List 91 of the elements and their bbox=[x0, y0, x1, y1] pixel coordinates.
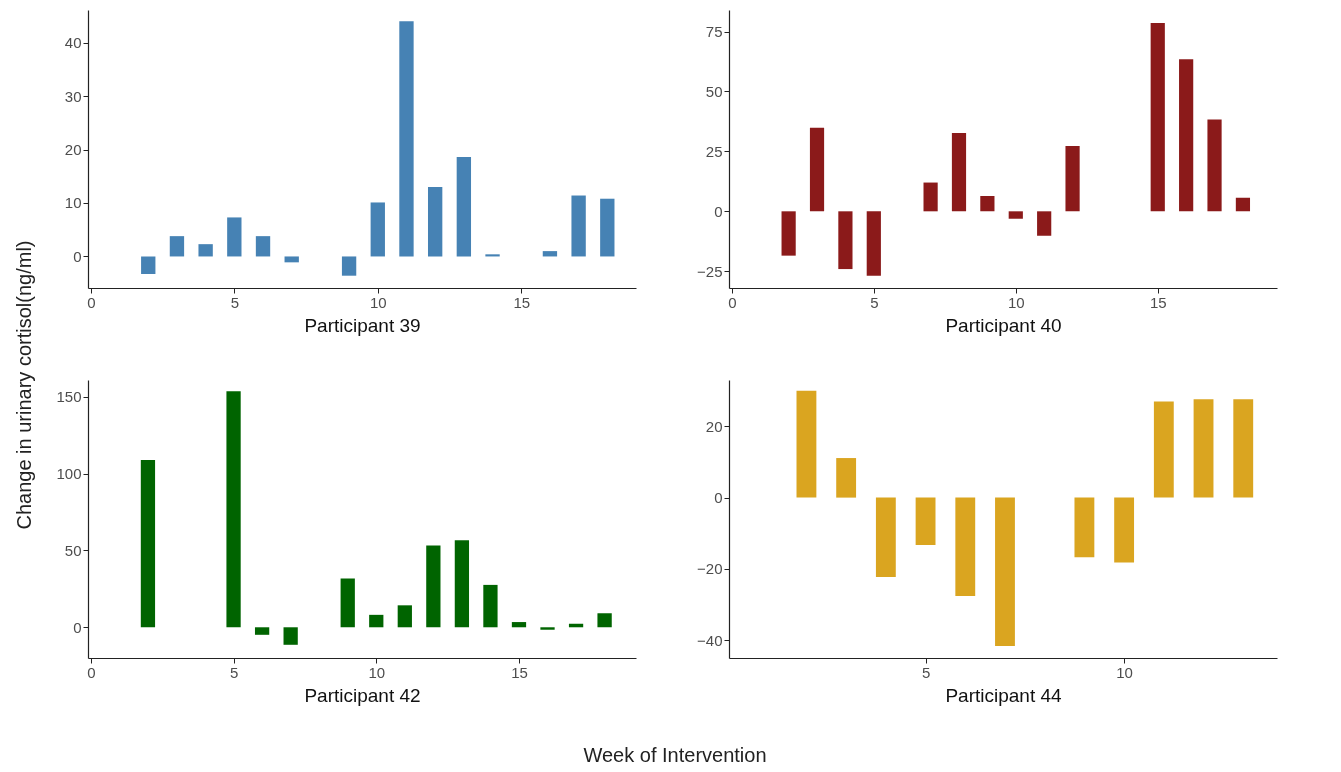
y-tick-label: 10 bbox=[64, 194, 82, 212]
x-tick-label: 0 bbox=[728, 293, 737, 311]
x-tick-label: 10 bbox=[368, 663, 386, 681]
bar bbox=[1037, 211, 1052, 236]
bar bbox=[169, 236, 185, 257]
bar bbox=[951, 132, 967, 212]
bar bbox=[283, 627, 298, 645]
y-tick-label: 25 bbox=[705, 142, 723, 160]
bar bbox=[483, 584, 498, 628]
bar bbox=[875, 497, 896, 578]
y-tick-label: 20 bbox=[64, 141, 82, 159]
y-tick-label: 20 bbox=[705, 417, 723, 435]
x-tick-label: 15 bbox=[513, 293, 531, 311]
bar bbox=[915, 497, 936, 546]
x-tick-label: 5 bbox=[230, 293, 239, 311]
y-tick-label: 50 bbox=[64, 541, 82, 559]
bar bbox=[980, 195, 995, 212]
bar bbox=[866, 211, 881, 276]
x-tick-label: 15 bbox=[511, 663, 528, 681]
bar bbox=[1114, 497, 1135, 563]
text: Week of Intervention bbox=[583, 743, 767, 767]
x-axis-title: Participant 39 bbox=[304, 314, 421, 336]
bar bbox=[255, 236, 271, 257]
y-tick-label: −40 bbox=[697, 631, 723, 649]
x-tick-label: 10 bbox=[1116, 663, 1133, 681]
bar bbox=[370, 202, 385, 257]
y-tick-label: 0 bbox=[714, 489, 723, 507]
x-axis-title: Participant 40 bbox=[945, 314, 1062, 336]
bar bbox=[540, 627, 555, 630]
bar bbox=[1008, 211, 1023, 219]
bar bbox=[838, 211, 853, 270]
x-axis-title: Participant 44 bbox=[945, 684, 1063, 706]
y-tick-label: 100 bbox=[56, 465, 82, 483]
bar bbox=[1074, 497, 1095, 558]
bar bbox=[198, 244, 213, 257]
bar bbox=[227, 217, 242, 257]
bar bbox=[340, 578, 355, 628]
bar bbox=[1235, 197, 1251, 212]
bar bbox=[781, 211, 796, 256]
y-tick-label: 50 bbox=[705, 82, 723, 100]
bar bbox=[226, 391, 241, 628]
x-tick-label: 0 bbox=[87, 293, 96, 311]
bar bbox=[140, 460, 156, 628]
bar bbox=[600, 198, 615, 257]
bar bbox=[597, 613, 612, 628]
y-tick-label: 40 bbox=[64, 34, 82, 52]
bar bbox=[995, 497, 1015, 646]
bar bbox=[836, 458, 857, 498]
x-tick-label: 10 bbox=[1007, 293, 1025, 311]
x-tick-label: 15 bbox=[1149, 293, 1167, 311]
y-tick-label: 30 bbox=[64, 87, 82, 105]
bar bbox=[1065, 146, 1080, 212]
bar bbox=[141, 256, 156, 275]
bar bbox=[542, 251, 558, 257]
bar bbox=[397, 605, 412, 628]
bar bbox=[1153, 401, 1174, 498]
bar bbox=[341, 256, 357, 276]
bar bbox=[426, 545, 441, 628]
y-tick-label: 0 bbox=[73, 247, 82, 265]
bar bbox=[1193, 399, 1214, 498]
bar bbox=[485, 254, 500, 257]
bar bbox=[923, 182, 938, 212]
bar bbox=[1207, 119, 1222, 212]
y-tick-label: 0 bbox=[73, 618, 82, 636]
y-tick-label: 150 bbox=[56, 388, 82, 406]
bar bbox=[399, 21, 414, 257]
bar bbox=[955, 497, 976, 596]
y-tick-label: −20 bbox=[697, 560, 723, 578]
bar bbox=[1233, 399, 1254, 498]
x-tick-label: 0 bbox=[87, 663, 96, 681]
y-tick-label: −25 bbox=[697, 262, 723, 280]
bar bbox=[571, 195, 586, 257]
bar bbox=[511, 622, 527, 628]
x-tick-label: 5 bbox=[870, 293, 879, 311]
bar bbox=[1179, 59, 1194, 212]
x-tick-label: 5 bbox=[921, 663, 931, 681]
bar bbox=[456, 157, 472, 257]
bar bbox=[427, 186, 443, 257]
bar bbox=[254, 627, 270, 635]
x-tick-label: 10 bbox=[369, 293, 387, 311]
y-tick-label: 75 bbox=[705, 23, 723, 41]
y-tick-label: 0 bbox=[714, 202, 723, 220]
bar bbox=[796, 390, 817, 498]
bar bbox=[809, 127, 825, 212]
bar bbox=[1150, 22, 1165, 212]
x-axis-title: Participant 42 bbox=[304, 684, 421, 706]
bar bbox=[454, 540, 470, 628]
bar bbox=[369, 614, 384, 628]
x-tick-label: 5 bbox=[229, 663, 239, 681]
text: Change in urinary cortisol(ng/ml) bbox=[12, 240, 36, 530]
bar bbox=[284, 256, 299, 263]
